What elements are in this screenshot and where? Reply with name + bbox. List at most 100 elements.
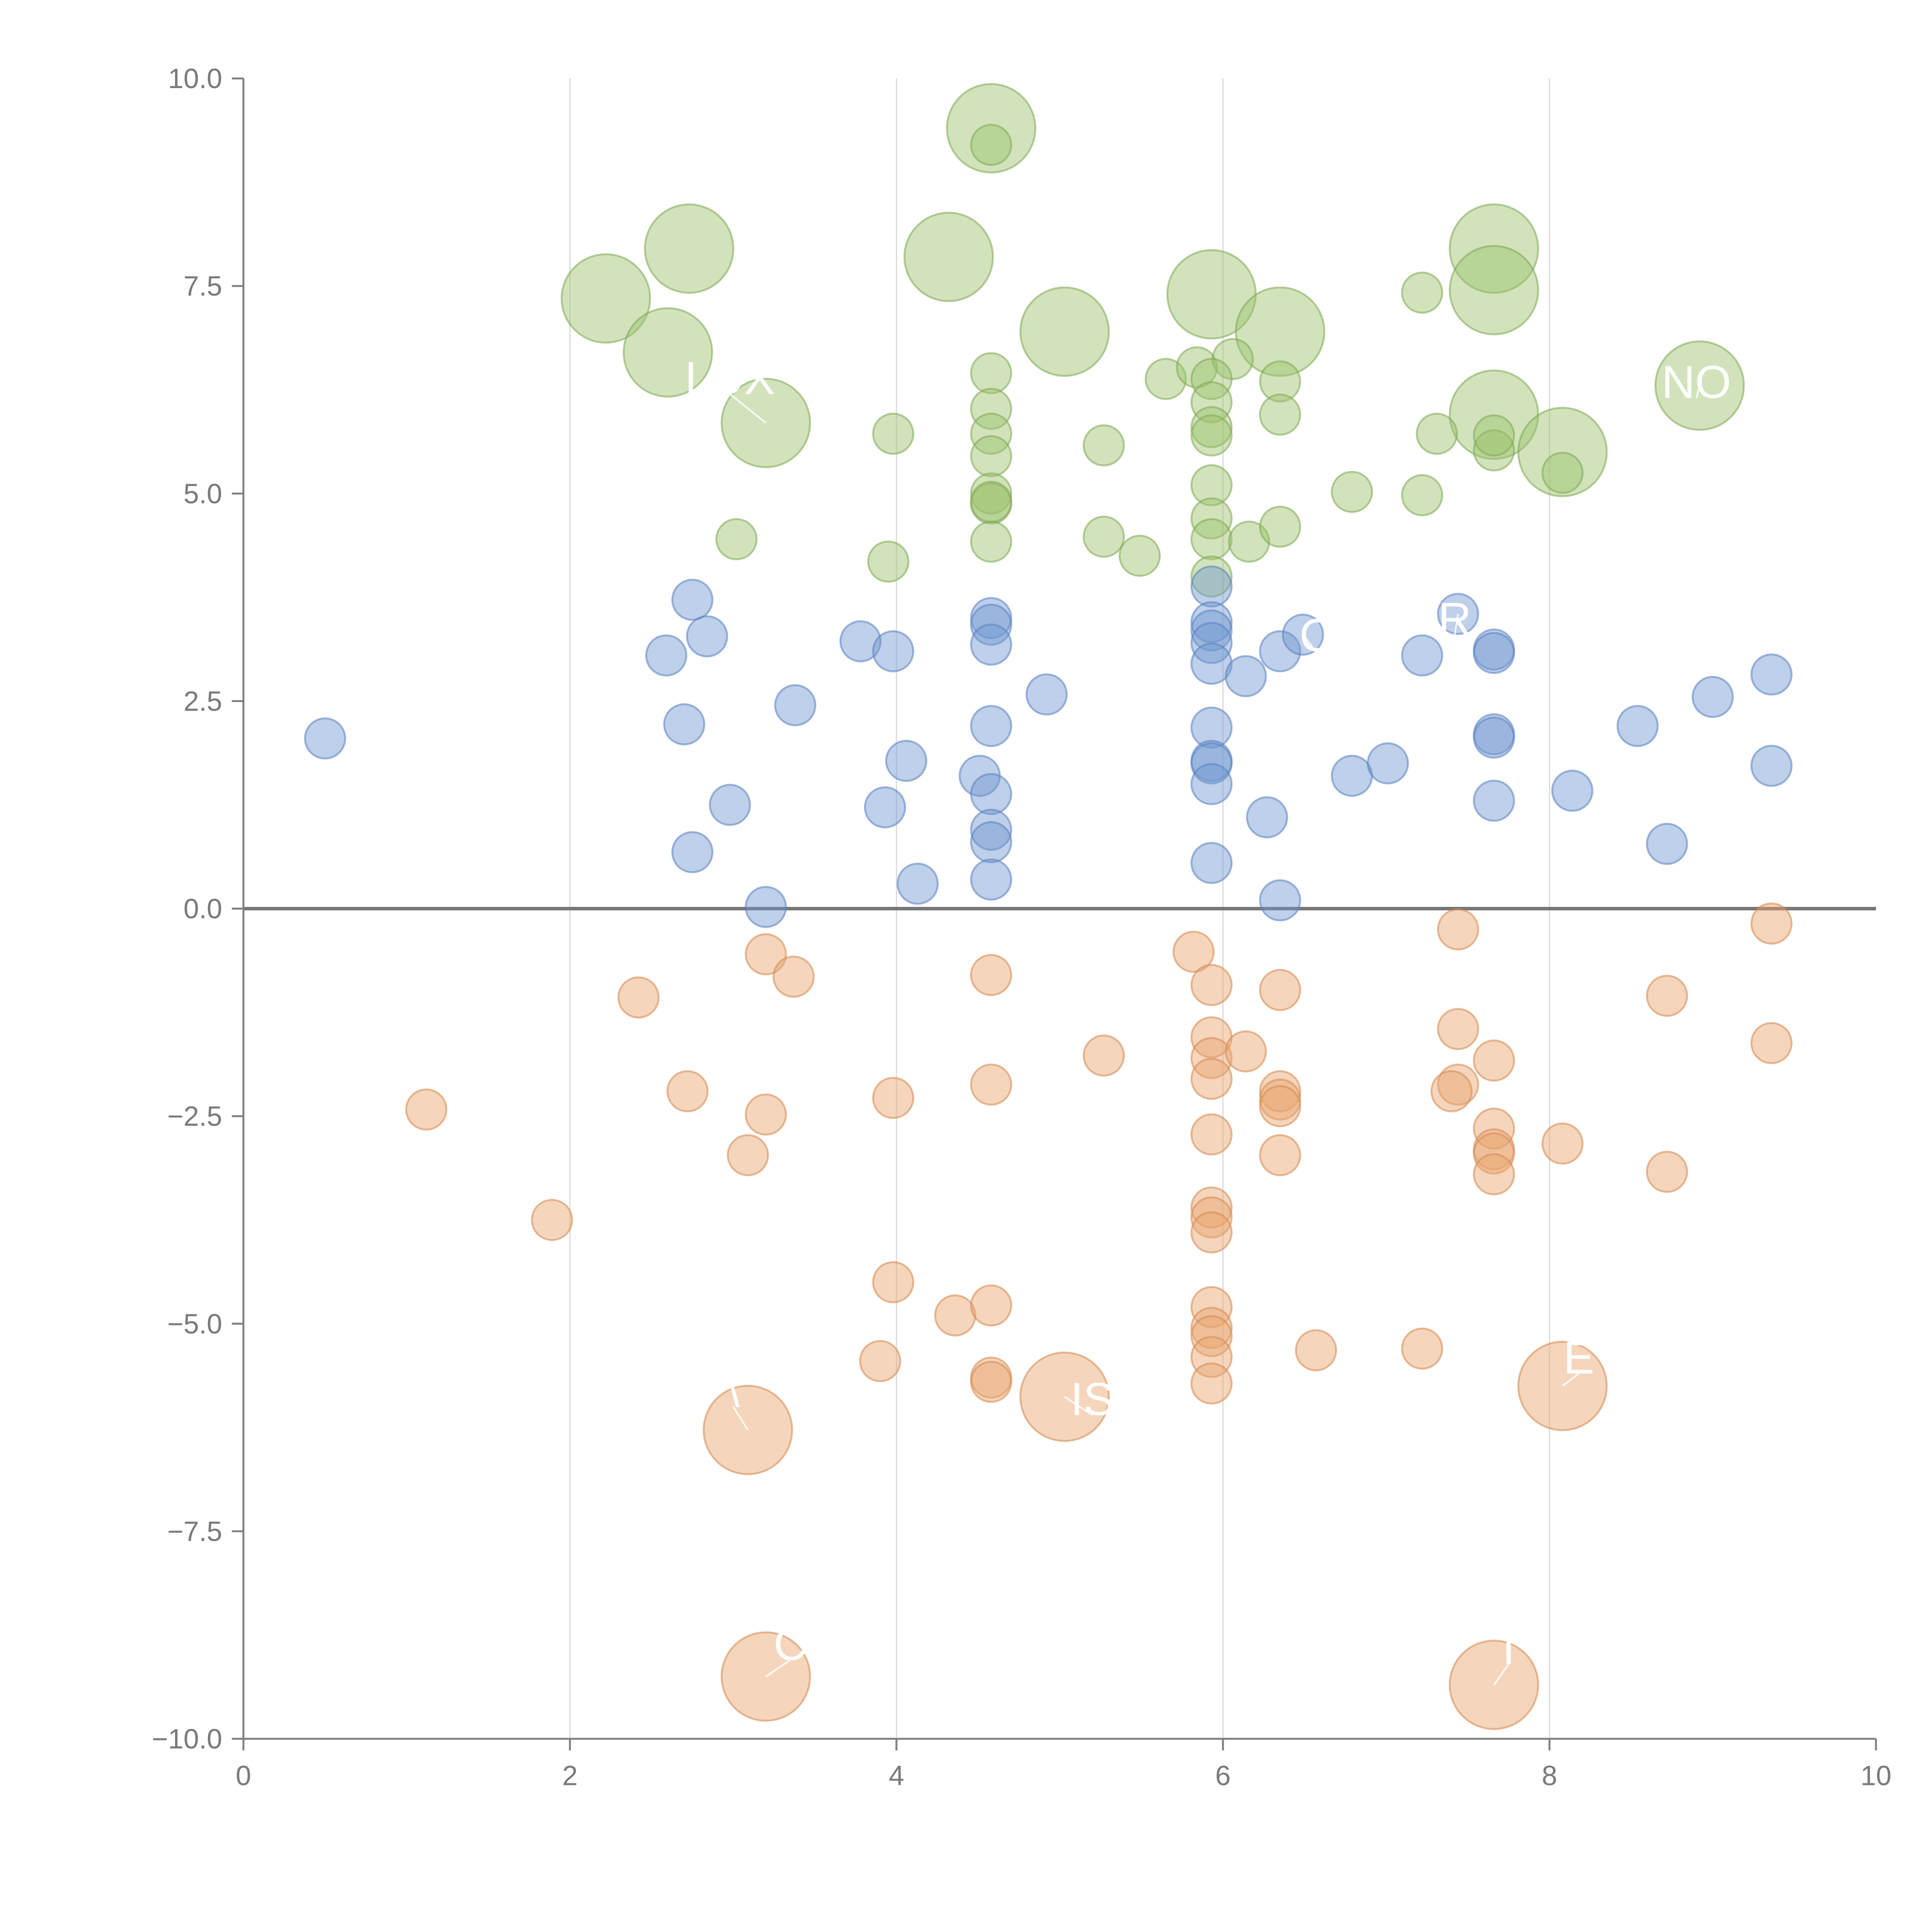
bubble-orange-1 — [531, 1199, 573, 1241]
bubble-green-11 — [1401, 271, 1443, 314]
bubble-blue-51 — [1692, 676, 1734, 718]
callout-leader-0 — [729, 393, 767, 424]
bubble-green-16 — [872, 413, 915, 455]
bubble-blue-47 — [1473, 779, 1515, 822]
x-tick-label-3: 6 — [1215, 1760, 1231, 1791]
x-tick-label-2: 4 — [889, 1760, 904, 1791]
bubble-green-31 — [1190, 358, 1233, 400]
bubble-green-26 — [1083, 515, 1125, 558]
bubble-blue-7 — [671, 831, 714, 873]
bubble-green-4 — [561, 253, 651, 344]
y-tick-label-4: 0.0 — [184, 894, 222, 925]
bubble-blue-1 — [645, 634, 687, 677]
bubble-orange-48 — [1473, 1153, 1515, 1196]
bubble-orange-8 — [872, 1077, 915, 1119]
bubble-green-39 — [1228, 520, 1270, 563]
bubble-orange-14 — [970, 1284, 1012, 1327]
bubble-blue-21 — [970, 821, 1012, 864]
y-tick-label-5: 2.5 — [184, 686, 222, 717]
bubble-blue-2 — [671, 578, 714, 621]
bubble-blue-3 — [686, 615, 728, 658]
bubble-orange-50 — [1646, 975, 1688, 1017]
bubble-orange-39 — [1401, 1327, 1443, 1370]
callout-leader-4 — [732, 1406, 749, 1430]
x-tick-label-5: 10 — [1861, 1760, 1891, 1791]
bubble-blue-48 — [1551, 769, 1594, 812]
bubble-green-27 — [1119, 534, 1161, 577]
bubble-orange-53 — [1750, 1022, 1793, 1065]
bubble-blue-5 — [774, 684, 816, 726]
callout-leader-8 — [1493, 1663, 1510, 1685]
bubble-blue-19 — [970, 773, 1012, 815]
bubble-blue-39 — [1331, 755, 1373, 797]
bubble-orange-12 — [970, 954, 1012, 996]
bubble-blue-24 — [1190, 565, 1233, 608]
bubble-green-49 — [715, 518, 758, 560]
bubble-orange-31 — [1190, 1362, 1233, 1405]
bubble-blue-20 — [970, 808, 1012, 851]
bubble-orange-54 — [702, 1384, 793, 1475]
bubble-blue-37 — [1259, 879, 1301, 922]
bubble-orange-49 — [1541, 1122, 1584, 1165]
y-tick-label-6: 5.0 — [184, 478, 222, 509]
bubble-green-0 — [946, 83, 1036, 173]
bubble-green-43 — [1331, 471, 1373, 513]
bubble-green-34 — [1190, 414, 1233, 457]
bubble-green-44 — [1401, 474, 1443, 517]
bubble-orange-24 — [1190, 1186, 1233, 1229]
bubble-blue-23 — [1026, 673, 1068, 716]
bubble-orange-37 — [1259, 1134, 1301, 1177]
bubble-orange-11 — [934, 1294, 976, 1337]
bubble-orange-43 — [1430, 1070, 1473, 1112]
bubble-orange-38 — [1295, 1329, 1337, 1372]
bubble-green-20 — [970, 435, 1012, 478]
y-tick-label-2: −5.0 — [167, 1309, 222, 1340]
bubble-green-23 — [970, 481, 1012, 523]
callout-label-7: C — [774, 1618, 807, 1670]
bubble-blue-26 — [1190, 609, 1233, 652]
bubble-green-24 — [970, 520, 1012, 563]
bubble-green-7 — [1019, 286, 1110, 377]
bubble-green-1 — [970, 124, 1012, 166]
x-tick-label-4: 8 — [1542, 1760, 1557, 1791]
bubble-blue-50 — [1646, 823, 1688, 865]
bubble-green-40 — [1259, 360, 1301, 403]
y-tick-label-3: −2.5 — [167, 1101, 222, 1132]
bubbles-layer — [304, 83, 1793, 1730]
y-tick-label-1: −7.5 — [167, 1516, 222, 1547]
bubble-orange-2 — [617, 976, 660, 1019]
bubble-blue-36 — [1259, 630, 1301, 672]
bubble-blue-4 — [663, 703, 706, 746]
bubble-blue-35 — [1246, 796, 1288, 838]
callout-label-8: T — [1495, 1622, 1523, 1674]
callout-label-1: NO — [1662, 356, 1731, 408]
bubble-blue-10 — [872, 630, 915, 672]
bubble-green-35 — [1190, 464, 1233, 507]
bubble-blue-52 — [1750, 653, 1793, 696]
bubble-green-47 — [1473, 414, 1515, 457]
bubble-blue-22 — [970, 858, 1012, 901]
bubble-blue-40 — [1367, 742, 1409, 785]
bubble-green-25 — [1083, 424, 1125, 467]
bubble-green-19 — [970, 413, 1012, 455]
callout-leader-5 — [1064, 1396, 1093, 1416]
bubble-orange-36 — [1259, 1085, 1301, 1128]
bubble-blue-29 — [1190, 706, 1233, 749]
callout-leader-6 — [1562, 1373, 1580, 1387]
bubble-blue-28 — [1190, 643, 1233, 685]
callout-leader-3 — [1302, 634, 1317, 652]
bubble-green-41 — [1259, 393, 1301, 436]
bubble-blue-9 — [839, 620, 882, 663]
bubble-blue-41 — [1401, 634, 1443, 677]
bubble-green-45 — [1415, 413, 1458, 455]
bubble-green-3 — [903, 212, 994, 302]
bubble-orange-44 — [1473, 1039, 1515, 1082]
bubble-green-2 — [644, 203, 735, 294]
bubble-orange-3 — [666, 1070, 709, 1112]
bubble-orange-22 — [1190, 1058, 1233, 1100]
bubble-blue-6 — [709, 784, 751, 826]
callout-label-0: LUX — [685, 352, 775, 404]
bubble-green-18 — [970, 388, 1012, 430]
bubble-green-37 — [1190, 518, 1233, 560]
